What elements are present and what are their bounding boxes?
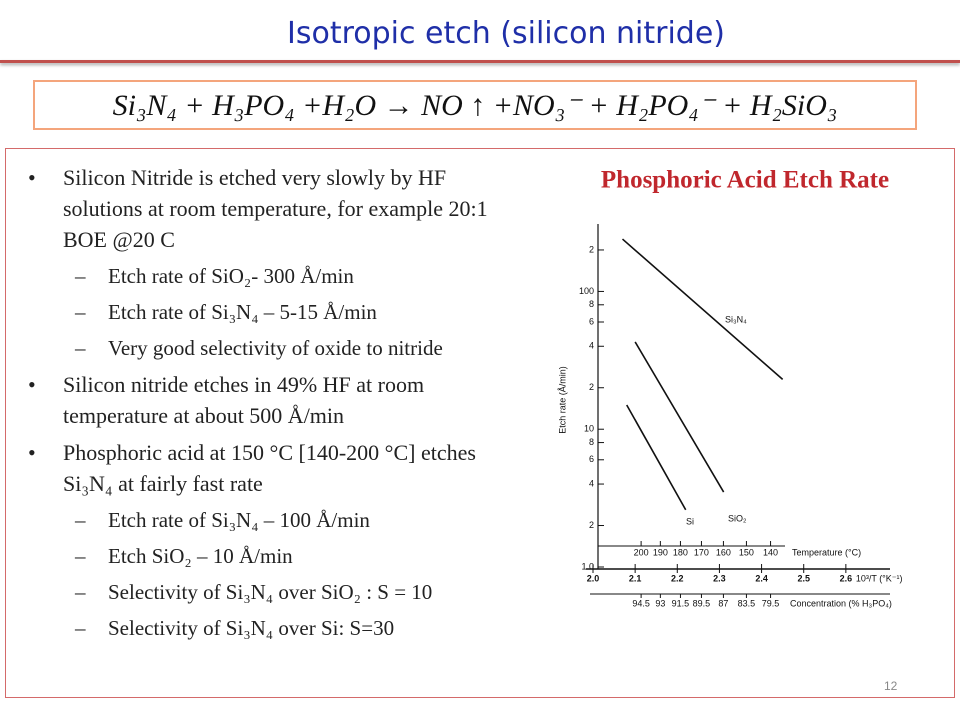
chart-title: Phosphoric Acid Etch Rate [601,167,889,194]
temperature-tick-label: 170 [694,547,709,557]
x-axis-label: 10³/T (°K⁻¹) [856,573,903,583]
y-axis-label: Etch rate (Å/min) [557,366,567,434]
concentration-tick-label: 83.5 [738,598,756,608]
series-label: Si₃N₄ [725,314,747,324]
bullet-list: Silicon Nitride is etched very slowly by… [28,162,498,649]
y-tick-label: 4 [589,478,594,488]
x-tick-label: 2.1 [629,573,642,583]
concentration-tick-label: 89.5 [693,598,711,608]
temperature-tick-label: 180 [673,547,688,557]
sub-bullet: Etch rate of Si₃N₄ – 100 Å/min [28,505,498,536]
y-tick-label: 2 [589,382,594,392]
y-tick-label: 6 [589,316,594,326]
y-tick-label: 10 [584,424,594,434]
series-line [626,404,687,511]
x-tick-label: 2.2 [671,573,684,583]
x-tick-label: 2.0 [587,573,600,583]
concentration-tick-label: 87 [718,598,728,608]
series-line [621,238,784,380]
y-tick-label: 4 [589,341,594,351]
series-line [634,341,725,493]
title-rule [0,60,960,63]
y-tick-label: 8 [589,299,594,309]
sub-bullet: Etch rate of SiO₂- 300 Å/min [28,261,498,292]
temperature-tick-label: 200 [634,547,649,557]
sub-bullet: Etch SiO₂ – 10 Å/min [28,541,498,572]
concentration-tick-label: 79.5 [762,598,780,608]
temperature-tick-label: 190 [653,547,668,557]
y-tick-label: 2 [589,520,594,530]
x-tick-label: 2.4 [755,573,768,583]
y-tick-label: 1.0 [581,561,594,571]
concentration-label: Concentration (% H₃PO₄) [790,598,892,608]
y-tick-label: 100 [579,286,594,296]
temperature-tick-label: 140 [763,547,778,557]
x-tick-label: 2.3 [713,573,726,583]
slide-title: Isotropic etch (silicon nitride) [286,16,726,51]
series-label: Si [686,516,694,526]
temperature-tick-label: 150 [739,547,754,557]
sub-bullet: Selectivity of Si₃N₄ over Si: S=30 [28,613,498,644]
sub-bullet: Very good selectivity of oxide to nitrid… [28,333,498,364]
temperature-tick-label: 160 [716,547,731,557]
temperature-label: Temperature (°C) [792,547,861,557]
x-tick-label: 2.5 [797,573,810,583]
equation: Si₃N₄ + H₃PO₄ +H₂O → NO ↑ +NO₃⁻ + H₂PO₄⁻… [33,80,917,130]
series-label: SiO₂ [728,513,747,523]
x-tick-label: 2.6 [840,573,853,583]
concentration-tick-label: 94.5 [632,598,650,608]
y-tick-label: 8 [589,437,594,447]
bullet: Silicon nitride etches in 49% HF at room… [28,369,498,431]
bullet: Phosphoric acid at 150 °C [140-200 °C] e… [28,437,498,499]
concentration-tick-label: 93 [655,598,665,608]
concentration-tick-label: 91.5 [672,598,690,608]
y-tick-label: 6 [589,454,594,464]
bullet: Silicon Nitride is etched very slowly by… [28,162,498,255]
sub-bullet: Etch rate of Si₃N₄ – 5-15 Å/min [28,297,498,328]
sub-bullet: Selectivity of Si₃N₄ over SiO₂ : S = 10 [28,577,498,608]
y-tick-label: 2 [589,244,594,254]
content-frame [5,148,955,698]
page-number: 12 [884,679,898,693]
